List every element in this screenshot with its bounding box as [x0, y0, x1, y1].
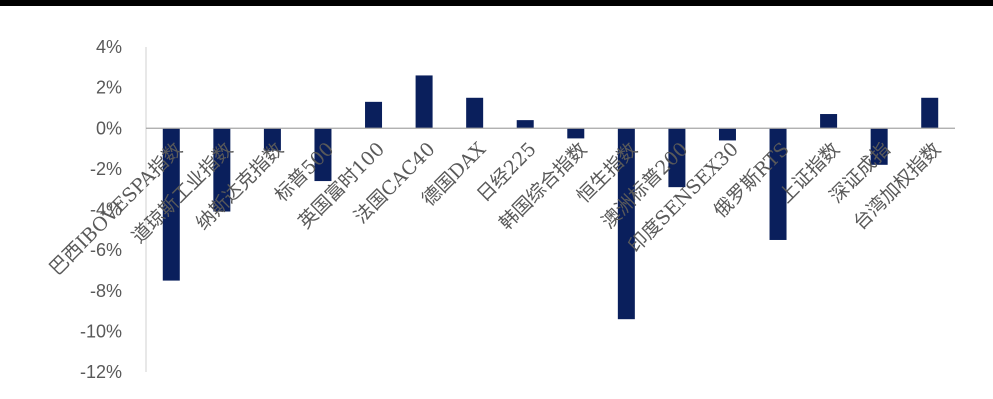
bars: [162, 75, 939, 320]
bar: [365, 101, 383, 129]
bar: [921, 97, 939, 129]
y-axis-ticks: 4% 2% 0% -2% -4% -6% -8% -10% -12%: [80, 37, 122, 382]
bar: [668, 128, 686, 188]
bar: [314, 128, 332, 182]
bar: [213, 128, 231, 212]
y-tick-label: -2%: [90, 159, 122, 179]
bar: [870, 128, 888, 165]
bar: [718, 128, 736, 141]
bar: [263, 128, 281, 151]
y-tick-label: -10%: [80, 321, 122, 341]
bar: [516, 120, 534, 129]
y-tick-label: -12%: [80, 362, 122, 382]
y-tick-label: 0%: [96, 118, 122, 138]
bar: [466, 97, 484, 129]
header-rule: [0, 0, 993, 6]
x-axis-ticks: 巴西IBOVESPA指数道琼斯工业指数纳斯达克指数标普500英国富时100法国C…: [45, 138, 945, 280]
y-tick-label: -6%: [90, 240, 122, 260]
bar: [415, 75, 433, 129]
bar: [617, 128, 635, 320]
bar: [820, 114, 838, 129]
y-tick-label: -4%: [90, 200, 122, 220]
y-tick-label: 4%: [96, 37, 122, 57]
bar: [567, 128, 585, 139]
bar: [162, 128, 180, 281]
y-tick-label: -8%: [90, 281, 122, 301]
bar: [769, 128, 787, 240]
y-tick-label: 2%: [96, 78, 122, 98]
